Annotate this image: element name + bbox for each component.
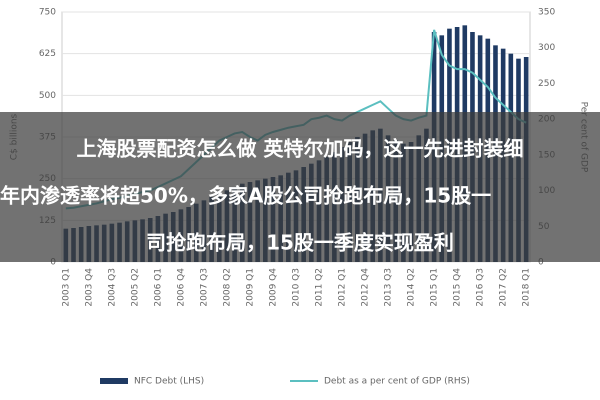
legend-label: Debt as a per cent of GDP (RHS) bbox=[324, 377, 470, 387]
x-tick-label: 2012 Q1 bbox=[338, 268, 348, 307]
x-tick-label: 2009 Q4 bbox=[268, 268, 278, 307]
overlay-text: 年内渗透率将超50%，多家A股公司抢跑布局，15股一 bbox=[0, 184, 491, 208]
x-tick-label: 2014 Q2 bbox=[407, 268, 417, 307]
x-tick-label: 2003 Q4 bbox=[84, 268, 94, 307]
y-tick-label: 625 bbox=[39, 49, 56, 59]
legend-label: NFC Debt (LHS) bbox=[134, 377, 204, 387]
x-tick-label: 2003 Q1 bbox=[61, 268, 71, 307]
legend-swatch bbox=[100, 378, 128, 384]
y2-tick-label: 0 bbox=[538, 258, 544, 268]
x-tick-label: 2010 Q3 bbox=[292, 268, 302, 307]
x-tick-label: 2013 Q3 bbox=[384, 268, 394, 307]
x-tick-label: 2005 Q2 bbox=[130, 268, 140, 307]
overlay-text: 司抢跑布局，15股一季度实现盈利 bbox=[146, 231, 454, 255]
x-tick-label: 2009 Q1 bbox=[245, 268, 255, 307]
x-tick-label: 2007 Q3 bbox=[199, 268, 209, 307]
y2-tick-label: 300 bbox=[538, 43, 555, 53]
x-tick-label: 2016 Q3 bbox=[476, 268, 486, 307]
x-tick-label: 2017 Q2 bbox=[499, 268, 509, 307]
x-tick-label: 2006 Q4 bbox=[176, 268, 186, 307]
x-tick-label: 2012 Q4 bbox=[361, 268, 371, 307]
y2-tick-label: 250 bbox=[538, 79, 555, 89]
x-tick-label: 2008 Q2 bbox=[222, 268, 232, 307]
y-tick-label: 750 bbox=[39, 8, 56, 18]
x-tick-label: 2006 Q1 bbox=[153, 268, 163, 307]
x-tick-label: 2015 Q4 bbox=[453, 268, 463, 307]
x-tick-label: 2015 Q1 bbox=[430, 268, 440, 307]
y-tick-label: 500 bbox=[39, 91, 56, 101]
overlay-band bbox=[0, 112, 600, 262]
y2-tick-label: 350 bbox=[538, 8, 555, 18]
overlay-text: 上海股票配资怎么做 英特尔加码，这一先进封装细 bbox=[77, 137, 524, 161]
x-tick-label: 2004 Q3 bbox=[107, 268, 117, 307]
y-tick-label: 0 bbox=[50, 258, 56, 268]
x-tick-label: 2011 Q2 bbox=[315, 268, 325, 307]
x-tick-label: 2018 Q1 bbox=[522, 268, 532, 307]
